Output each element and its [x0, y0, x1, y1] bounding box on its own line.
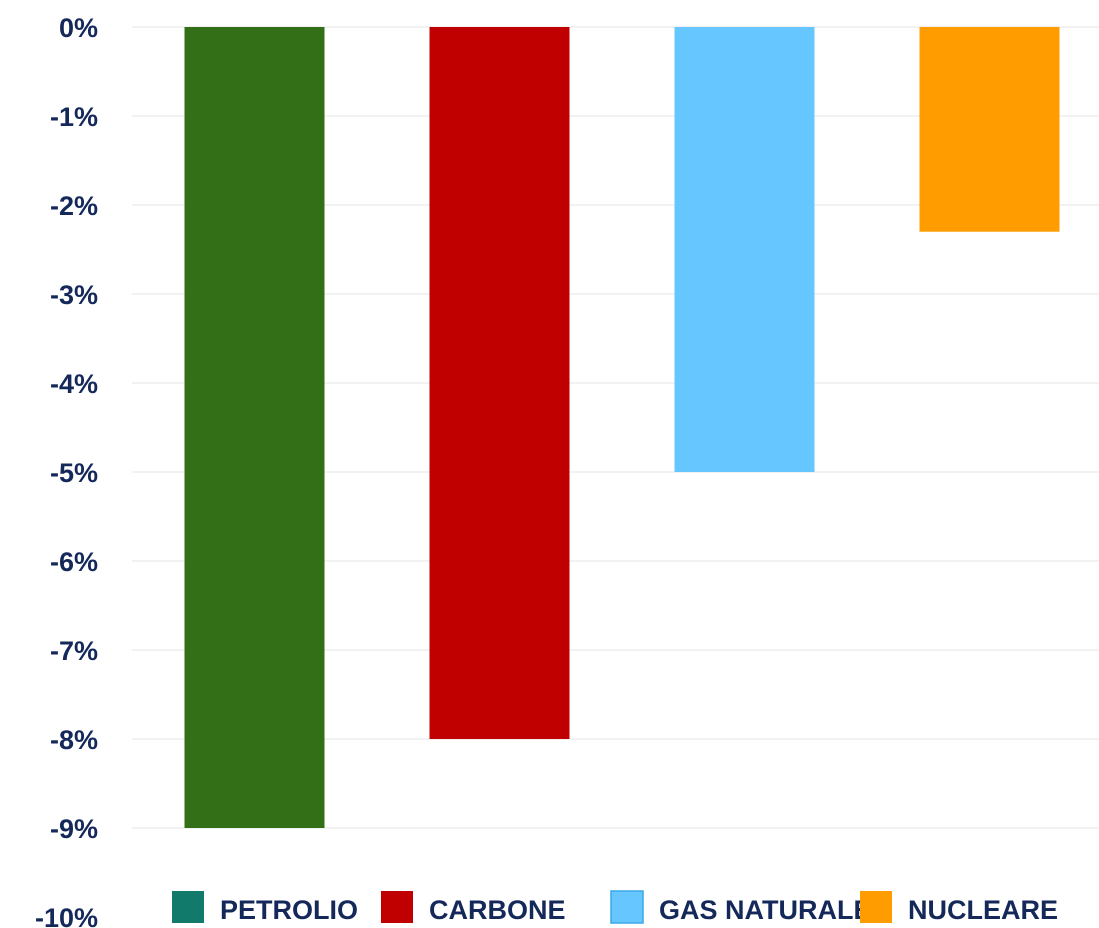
legend: PETROLIO CARBONE GAS NATURALE NUCLEARE	[172, 890, 1058, 925]
y-tick-label: -8%	[50, 725, 98, 755]
y-tick-label: 0%	[59, 13, 98, 43]
y-tick-label: -5%	[50, 458, 98, 488]
legend-label-gas-naturale: GAS NATURALE	[659, 895, 872, 925]
y-tick-label: -4%	[50, 369, 98, 399]
legend-swatch-carbone	[381, 891, 413, 923]
legend-label-nucleare: NUCLEARE	[908, 895, 1058, 925]
y-axis-tick-labels: 0% -1% -2% -3% -4% -5% -6% -7% -8% -9% -10%	[35, 13, 98, 928]
y-tick-label: -2%	[50, 191, 98, 221]
bar-gas-naturale	[674, 27, 815, 472]
legend-swatch-nucleare	[860, 891, 892, 923]
y-tick-label: -9%	[50, 814, 98, 844]
y-tick-label: -3%	[50, 280, 98, 310]
bar-nucleare	[919, 27, 1060, 232]
legend-swatch-gas-naturale	[610, 890, 644, 924]
legend-label-petrolio: PETROLIO	[220, 895, 358, 925]
legend-label-carbone: CARBONE	[429, 895, 566, 925]
bar-carbone	[429, 27, 570, 739]
y-tick-label: -6%	[50, 547, 98, 577]
y-tick-label: -10%	[35, 903, 98, 928]
legend-swatch-petrolio	[172, 891, 204, 923]
bars	[184, 27, 1060, 828]
y-tick-label: -7%	[50, 636, 98, 666]
bar-petrolio	[184, 27, 325, 828]
y-tick-label: -1%	[50, 102, 98, 132]
